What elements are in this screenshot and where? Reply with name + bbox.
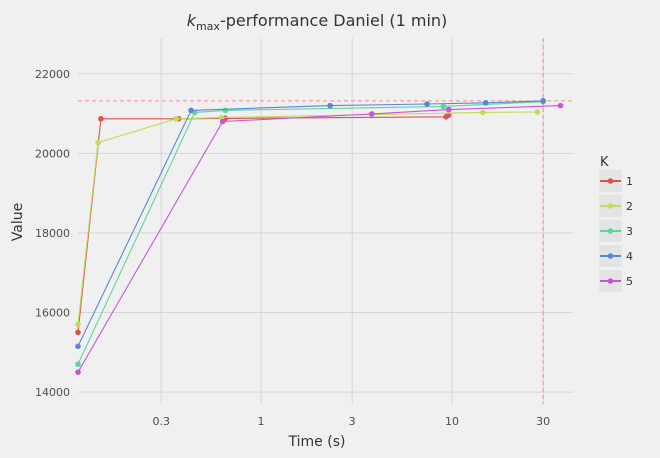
series-layer xyxy=(75,98,564,375)
series-point xyxy=(445,112,452,118)
series-point xyxy=(75,321,81,328)
x-tick-label: 10 xyxy=(445,415,459,428)
series-line xyxy=(77,105,561,373)
y-tick-label: 16000 xyxy=(35,307,70,320)
series-point xyxy=(557,102,564,109)
series-point xyxy=(534,109,541,115)
series-point xyxy=(188,107,194,114)
series-point xyxy=(75,361,81,368)
y-tick-label: 20000 xyxy=(35,147,70,160)
series-point xyxy=(173,115,180,122)
series-point xyxy=(480,109,486,116)
series-2 xyxy=(75,109,541,328)
series-point xyxy=(540,98,546,104)
series-point xyxy=(219,118,226,125)
series-point xyxy=(440,103,447,110)
series-point xyxy=(424,101,430,107)
legend-label: 2 xyxy=(626,200,633,213)
grid xyxy=(78,38,573,404)
x-tick-label: 30 xyxy=(536,415,550,428)
legend-key-point xyxy=(607,228,614,234)
series-5 xyxy=(75,102,564,375)
legend-label: 4 xyxy=(626,250,633,263)
legend: K 1 2 3 4 5 xyxy=(599,155,633,292)
series-point xyxy=(327,102,333,109)
series-line xyxy=(77,114,449,333)
title-subscript: max xyxy=(196,20,220,33)
y-tick-label: 22000 xyxy=(35,68,70,81)
series-line xyxy=(77,100,544,347)
legend-label: 5 xyxy=(626,275,633,288)
legend-label: 3 xyxy=(626,225,633,238)
y-tick-label: 18000 xyxy=(35,227,70,240)
y-tick-label: 14000 xyxy=(35,386,70,399)
series-1 xyxy=(75,112,452,336)
legend-key-point xyxy=(607,253,614,259)
series-point xyxy=(482,100,489,106)
series-point xyxy=(222,107,229,114)
series-point xyxy=(75,369,81,375)
title-k: k xyxy=(187,11,197,30)
legend-key-point xyxy=(607,178,614,184)
reference-lines xyxy=(78,38,573,404)
legend-key-point xyxy=(607,278,614,284)
x-axis-title: Time (s) xyxy=(288,434,346,450)
series-point xyxy=(368,111,375,117)
x-tick-label: 1 xyxy=(258,415,265,428)
series-point xyxy=(75,343,81,350)
x-tick-label: 0.3 xyxy=(152,415,170,428)
series-line xyxy=(77,111,538,325)
legend-key-point xyxy=(607,203,614,209)
series-point xyxy=(75,329,81,336)
legend-title: K xyxy=(600,155,609,170)
series-4 xyxy=(75,98,546,350)
x-tick-label: 3 xyxy=(349,415,356,428)
legend-label: 1 xyxy=(626,175,633,188)
series-point xyxy=(98,115,104,122)
chart-title: kmax-performance Daniel (1 min) xyxy=(187,11,448,33)
series-point xyxy=(445,106,452,113)
tick-labels: 0.3 1 3 10 30 14000 16000 18000 20000 22000 xyxy=(35,68,550,428)
title-rest: -performance Daniel (1 min) xyxy=(220,11,447,30)
y-axis-title: Value xyxy=(10,203,26,241)
series-point xyxy=(95,139,101,146)
